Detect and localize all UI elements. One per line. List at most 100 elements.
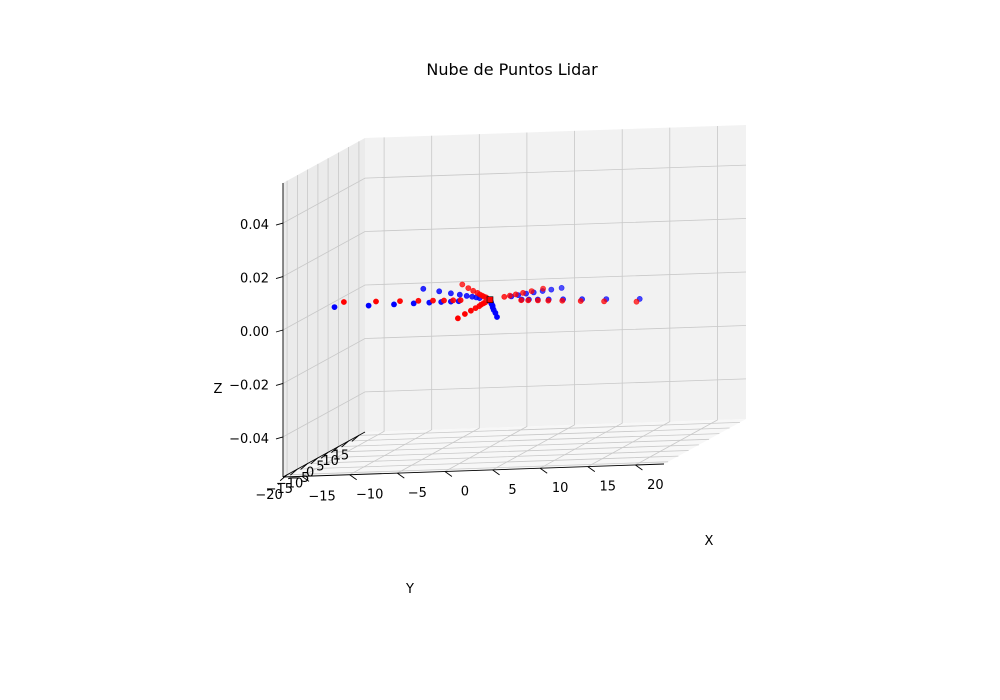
red-point (373, 298, 379, 305)
blue-point (463, 292, 470, 299)
blue-point (494, 314, 500, 320)
y-tick-label: 15 (333, 448, 350, 463)
z-tick-label: −0.04 (229, 432, 269, 447)
y-tick (279, 474, 288, 482)
x-grid-line (587, 127, 671, 467)
z-grid-line (282, 378, 747, 438)
red-point (461, 311, 468, 317)
red-point (397, 298, 403, 304)
x-tick (635, 464, 643, 471)
red-point (512, 291, 519, 298)
blue-point (331, 304, 338, 310)
y-tick (290, 468, 298, 476)
x-grid-line (349, 135, 433, 476)
z-tick-label: −0.02 (229, 378, 269, 393)
red-point (430, 297, 436, 304)
x-tick-label: −15 (308, 489, 335, 504)
red-point (457, 297, 464, 304)
z-tick-label: 0.02 (240, 272, 269, 287)
blue-point (436, 288, 443, 295)
blue-point (391, 301, 397, 308)
z-tick (275, 276, 284, 279)
blue-point (469, 293, 476, 300)
x-grid-line (301, 137, 385, 477)
y-tick-label: −10 (276, 477, 303, 492)
x-axis-line (282, 463, 665, 478)
y-tick-label: 0 (306, 465, 314, 480)
x-tick-label: 5 (508, 483, 516, 498)
z-grid-line (282, 271, 747, 331)
red-point (415, 297, 422, 304)
red-point (472, 305, 479, 311)
z-tick (275, 329, 284, 333)
blue-point (365, 302, 372, 309)
red-point (601, 298, 607, 305)
x-tick-label: 0 (461, 484, 469, 499)
red-point (525, 297, 532, 304)
red-point (577, 298, 584, 304)
y-axis-label: Y (405, 582, 414, 597)
z-tick-label: 0.00 (240, 325, 269, 340)
x-grid-line (635, 126, 718, 466)
blue-point (420, 285, 427, 292)
x-tick (397, 472, 405, 479)
z-grid-line (282, 164, 747, 224)
red-point (454, 315, 461, 322)
red-point (465, 285, 472, 291)
point-cloud (331, 281, 643, 322)
red-point (441, 297, 447, 304)
red-point (633, 298, 640, 305)
x-tick (349, 474, 357, 481)
blue-point (558, 284, 565, 291)
x-tick (539, 467, 548, 474)
x-grid-line (492, 130, 575, 471)
y-tick-label: −5 (290, 471, 309, 486)
x-grid-line (444, 132, 528, 472)
z-axis-label: Z (214, 382, 223, 397)
z-tick (275, 383, 284, 386)
y-tick-label: 5 (316, 460, 324, 475)
red-point (450, 297, 457, 304)
x-tick (444, 471, 453, 477)
red-point (520, 289, 526, 296)
z-tick (275, 222, 284, 226)
x-axis-label: X (705, 534, 714, 549)
x-grid-line (540, 129, 623, 469)
x-tick-label: −5 (408, 486, 427, 501)
red-point (501, 293, 508, 300)
blue-point (447, 290, 454, 297)
y-tick (310, 457, 319, 465)
y-tick-label: −15 (266, 482, 293, 497)
z-tick-label: 0.04 (240, 218, 269, 233)
red-point (559, 297, 566, 304)
y-tick-label: −20 (255, 488, 282, 503)
x-grid-line (397, 134, 480, 474)
red-point (340, 299, 347, 305)
z-grid-line (282, 218, 747, 277)
blue-point (410, 300, 417, 307)
y-tick (320, 451, 329, 459)
y-tick (331, 446, 339, 453)
red-point (506, 292, 513, 299)
x-tick (587, 466, 596, 472)
y-tick (351, 435, 360, 442)
chart-title: Nube de Puntos Lidar (426, 60, 598, 79)
red-point (518, 297, 525, 304)
z-tick (275, 436, 284, 440)
floor-pane (283, 419, 746, 477)
red-point (470, 287, 477, 294)
x-tick-label: 20 (647, 478, 664, 493)
x-tick-label: −10 (356, 488, 383, 503)
red-point (535, 297, 541, 304)
y-tick (300, 463, 308, 470)
x-tick-label: 15 (600, 480, 617, 495)
origin-marker (486, 296, 494, 304)
y-tick-label: 10 (322, 454, 339, 469)
x-tick-label: 10 (552, 481, 569, 496)
y-tick (341, 440, 349, 448)
blue-point (456, 291, 463, 298)
x-tick (301, 475, 310, 482)
red-point (467, 307, 474, 314)
red-point (528, 288, 535, 294)
